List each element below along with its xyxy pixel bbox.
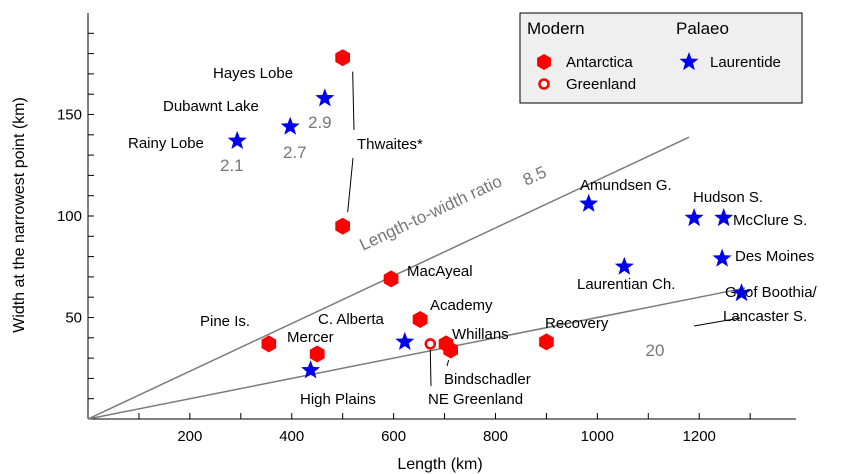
point-label: G. of Boothia/: [725, 284, 818, 301]
point-label: Hayes Lobe: [213, 65, 293, 82]
point-ratio-label: 2.9: [308, 113, 332, 132]
bindschadler-leader: [446, 359, 450, 367]
x-tick-label: 1000: [581, 428, 614, 445]
point-labels: Thwaites* MacAyeal Academy Pine Is. Mercer Wh…: [128, 65, 818, 408]
legend-greenland-label: Greenland: [566, 76, 636, 93]
point-label: Dubawnt Lake: [163, 98, 259, 115]
ratio-annotation: Length-to-width ratio: [356, 172, 504, 255]
legend: Modern Palaeo Antarctica Greenland Laure…: [519, 12, 803, 104]
point-label: High Plains: [300, 391, 376, 408]
y-tick-label: 50: [65, 310, 82, 327]
point-label: Thwaites*: [357, 136, 423, 153]
antarctica-point: [261, 335, 277, 353]
legend-markers: [537, 52, 699, 90]
y-tick-label: 100: [57, 208, 82, 225]
antarctica-point: [335, 49, 350, 67]
data-points: [227, 49, 751, 379]
boothia-leader: [693, 317, 741, 327]
legend-antarctica-marker: [537, 54, 551, 70]
legend-greenland-marker: [538, 78, 550, 90]
antarctica-point: [539, 333, 554, 351]
laurentide-point: [301, 360, 321, 379]
x-tick-label: 800: [483, 428, 508, 445]
point-label: Recovery: [545, 315, 609, 332]
point-ratio-label: 2.7: [283, 143, 307, 162]
laurentide-point: [227, 130, 247, 149]
antarctica-point: [335, 217, 350, 235]
legend-laurentide-marker: [679, 52, 699, 71]
legend-antarctica-label: Antarctica: [566, 54, 633, 71]
point-label: Pine Is.: [200, 313, 250, 330]
thwaites-leader-top: [352, 71, 355, 131]
point-label: NE Greenland: [428, 391, 523, 408]
point-label-line2: Lancaster S.: [723, 308, 807, 325]
x-tick-label: 400: [279, 428, 304, 445]
point-label: Des Moines: [735, 248, 814, 265]
antarctica-point: [383, 270, 399, 288]
point-label: McClure S.: [733, 212, 807, 229]
laurentide-point: [579, 193, 599, 212]
y-axis-title: Width at the narrowest point (km): [11, 97, 28, 333]
x-tick-label: 200: [177, 428, 202, 445]
antarctica-point: [443, 341, 458, 359]
laurentide-point: [732, 283, 751, 302]
antarctica-point: [309, 345, 325, 363]
point-label: Academy: [430, 297, 493, 314]
point-label: Amundsen G.: [580, 177, 672, 194]
legend-laurentide-label: Laurentide: [710, 54, 781, 71]
point-label: Mercer: [287, 329, 334, 346]
y-tick-label: 150: [57, 107, 82, 124]
legend-box: [519, 12, 803, 104]
point-label: Hudson S.: [693, 189, 763, 206]
thwaites-leader-bottom: [347, 157, 354, 213]
point-label: Laurentian Ch.: [577, 276, 675, 293]
point-label: C. Alberta: [318, 311, 385, 328]
laurentide-point: [280, 116, 300, 135]
legend-palaeo-title: Palaeo: [676, 19, 729, 38]
ratio-label-20: 20: [646, 341, 665, 360]
axes: 200 400 600 800 1000 1200 50 100 150: [57, 13, 796, 445]
laurentide-point: [712, 248, 732, 267]
antarctica-point: [412, 311, 428, 328]
point-label: Bindschadler: [444, 371, 531, 388]
x-axis-title: Length (km): [397, 456, 482, 473]
x-tick-label: 1200: [683, 428, 716, 445]
ratio-line-20: [87, 287, 746, 420]
point-label: Whillans: [452, 326, 509, 343]
legend-modern-title: Modern: [527, 19, 585, 38]
x-tick-label: 600: [381, 428, 406, 445]
ratio-label-8.5: 8.5: [520, 162, 549, 189]
laurentide-point: [614, 256, 634, 275]
leader-lines: [347, 71, 741, 387]
laurentide-point: [684, 208, 704, 227]
point-label: MacAyeal: [407, 263, 473, 280]
ne-greenland-leader: [429, 349, 432, 387]
laurentide-point: [714, 208, 734, 227]
greenland-point: [424, 338, 437, 350]
laurentide-point: [315, 88, 335, 107]
laurentide-point: [395, 331, 415, 350]
point-label: Rainy Lobe: [128, 135, 204, 152]
point-ratio-label: 2.1: [220, 156, 244, 175]
